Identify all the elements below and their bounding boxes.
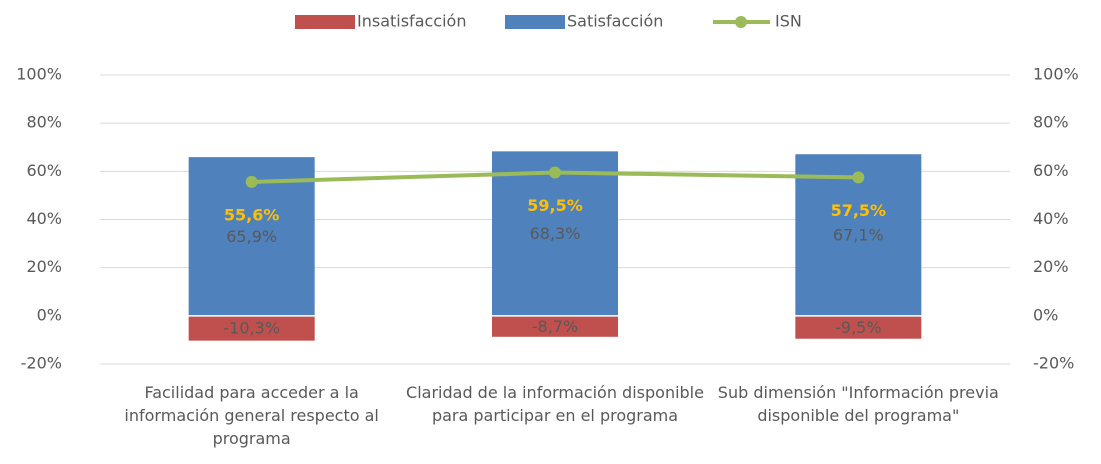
bar — [492, 315, 618, 337]
y2-tick-label: 0% — [1033, 305, 1058, 324]
legend-label: Satisfacción — [567, 12, 663, 31]
legend-label: Insatisfacción — [357, 12, 466, 31]
bar — [492, 151, 618, 316]
y-tick-label: 0% — [37, 305, 62, 324]
x-tick-label: Sub dimensión "Información previa dispon… — [717, 383, 999, 425]
value-label: 67,1% — [833, 226, 884, 245]
y-tick-label: -20% — [21, 354, 62, 373]
legend-label: ISN — [775, 12, 802, 31]
y-tick-label: 100% — [16, 65, 62, 84]
y-tick-label: 40% — [26, 209, 62, 228]
bar — [188, 315, 315, 341]
bar — [795, 315, 922, 339]
value-label: 65,9% — [226, 227, 277, 246]
y2-tick-label: 60% — [1033, 161, 1069, 180]
y-tick-label: 80% — [26, 113, 62, 132]
isn-marker — [852, 171, 865, 184]
value-label: -10,3% — [223, 319, 280, 338]
y2-tick-label: 80% — [1033, 113, 1069, 132]
y2-tick-label: 100% — [1033, 65, 1079, 84]
legend-swatch — [295, 15, 355, 29]
legend-marker — [735, 16, 747, 28]
isn-label: 59,5% — [527, 196, 583, 215]
legend-swatch — [505, 15, 565, 29]
value-label: -8,7% — [532, 317, 578, 336]
y-tick-label: 20% — [26, 257, 62, 276]
value-label: 68,3% — [530, 224, 581, 243]
isn-label: 55,6% — [224, 205, 280, 224]
value-label: -9,5% — [835, 318, 881, 337]
y2-tick-label: 20% — [1033, 257, 1069, 276]
isn-marker — [245, 175, 258, 188]
isn-label: 57,5% — [831, 201, 887, 220]
y-tick-label: 60% — [26, 161, 62, 180]
x-tick-label: Claridad de la información disponible pa… — [406, 383, 704, 425]
isn-marker — [549, 166, 561, 179]
y2-tick-label: -20% — [1033, 354, 1074, 373]
y2-tick-label: 40% — [1033, 209, 1069, 228]
x-tick-label: Facilidad para acceder a la información … — [124, 383, 379, 448]
